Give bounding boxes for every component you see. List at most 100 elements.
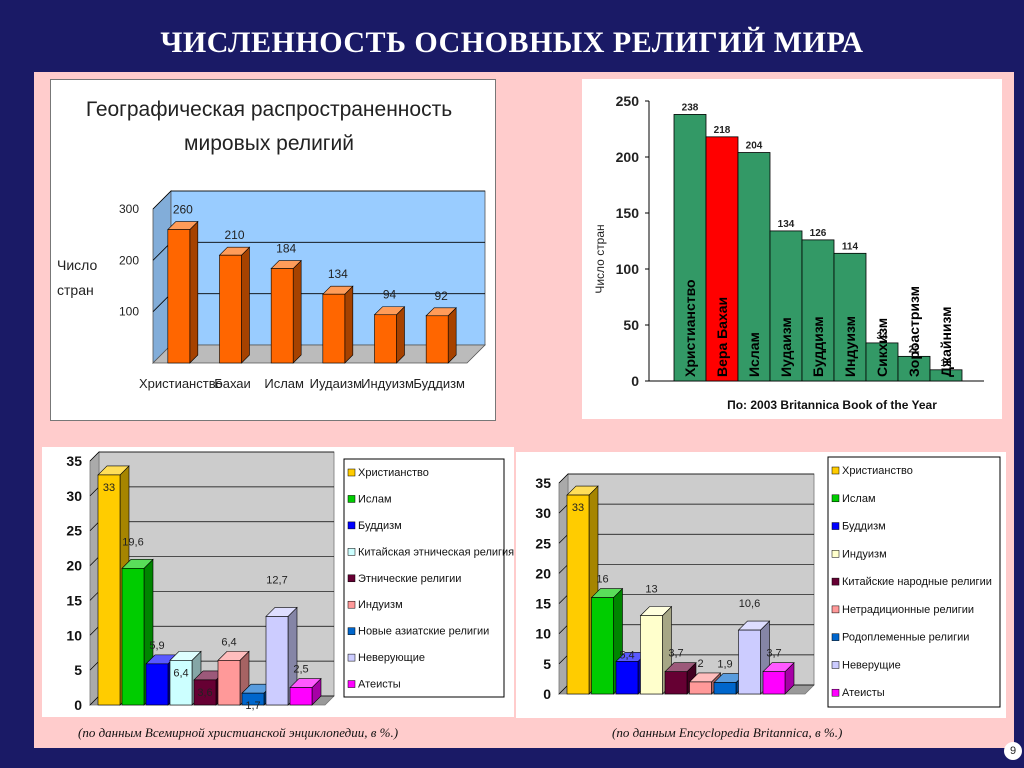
bar [145, 663, 169, 706]
data-label: 16 [596, 574, 608, 586]
gridline [89, 451, 334, 462]
legend-item-label: Китайская этническая религия [358, 546, 514, 558]
legend-swatch [347, 680, 356, 688]
legend-swatch [347, 468, 356, 477]
bar [121, 568, 145, 706]
bar-side [189, 220, 199, 364]
caption-left: (по данным Всемирной христианской энцикл… [78, 725, 399, 740]
y-tick-label: 300 [119, 202, 139, 216]
legend-item-label: Атеисты [842, 687, 885, 699]
data-label: 6,4 [221, 636, 236, 648]
y-tick-label: 0 [631, 373, 639, 389]
bar [322, 293, 346, 364]
bar-category-label: Индуизм [842, 316, 858, 377]
data-label: 10,6 [739, 598, 760, 610]
data-label: 34 [876, 331, 888, 342]
bar [897, 355, 931, 382]
gridline [152, 190, 485, 210]
data-label: 2,5 [293, 664, 308, 676]
data-label: 5,9 [149, 640, 164, 652]
y-tick-label: 50 [623, 317, 639, 333]
bar [97, 474, 121, 706]
chart-percent-left-svg: 0 5 10 15 20 25 30 35 33 19,6 5,9 6,4 3,6 6,4 1,7 12,7 2… [66, 451, 514, 713]
bar [673, 114, 707, 382]
legend-swatch [831, 466, 840, 475]
legend-item-label: Неверущие [842, 659, 901, 671]
legend-item-label: Этнические религии [358, 573, 461, 585]
bar [664, 671, 688, 695]
data-label: 6,4 [173, 667, 188, 679]
legend-box [827, 456, 1001, 708]
y-tick-label: 250 [616, 93, 640, 109]
bar [640, 615, 663, 695]
bar [865, 342, 899, 382]
y-tick-label: 35 [535, 475, 551, 491]
data-label: 204 [746, 141, 763, 152]
bar [425, 315, 449, 364]
x-category-label: Бахаи [214, 376, 251, 391]
y-axis-label: Число стран [593, 224, 607, 293]
bar-side [241, 246, 250, 364]
data-label: 134 [778, 219, 795, 230]
data-label: 33 [572, 502, 584, 514]
x-axis-label: По: 2003 Britannica Book of the Year [727, 398, 937, 412]
bar [167, 229, 191, 364]
legend-swatch [831, 633, 840, 641]
data-label: 10 [940, 358, 952, 369]
legend-item-label: Китайские народные религии [842, 576, 992, 588]
bar [193, 679, 217, 706]
legend-swatch [347, 574, 356, 583]
legend-swatch [831, 550, 840, 558]
bar [270, 268, 294, 364]
y-axis-label-line-1: Число [57, 257, 97, 273]
page-number: 9 [1004, 742, 1022, 760]
legend-swatch [831, 494, 840, 503]
chart-left-wall [558, 473, 569, 695]
data-label: 1,7 [245, 700, 260, 712]
data-label: 238 [682, 102, 699, 113]
chart-title-line-2: мировых религий [184, 132, 354, 155]
chart-left-wall [89, 451, 100, 706]
bar [737, 152, 771, 382]
legend-swatch [347, 548, 356, 556]
data-label: 19,6 [122, 536, 143, 548]
legend-swatch [347, 495, 356, 503]
y-tick-label: 0 [74, 697, 82, 713]
data-label: 33 [103, 482, 115, 494]
data-label: 92 [434, 289, 448, 303]
legend-swatch [831, 605, 840, 614]
legend-swatch [831, 522, 840, 530]
legend-item-label: Буддизм [358, 520, 402, 532]
y-tick-label: 10 [66, 627, 82, 643]
legend-item-label: Христианство [842, 465, 913, 477]
y-tick-label: 35 [66, 453, 82, 469]
y-tick-label: 5 [543, 656, 551, 672]
y-tick-label: 15 [66, 592, 82, 608]
bar [833, 252, 867, 382]
x-category-label: Христианство [139, 376, 223, 391]
bar-side [344, 285, 354, 364]
y-tick-label: 5 [74, 662, 82, 678]
data-label: 94 [383, 288, 397, 302]
bar [566, 494, 590, 695]
data-label: 184 [276, 242, 296, 256]
chart-britannica-percent: 0 5 10 15 20 25 30 35 33 16 5,4 13 3,7 2 1,9 10,6 3,7 Хри… [516, 452, 1006, 718]
legend-item-label: Неверующие [358, 652, 425, 664]
bar [689, 681, 712, 695]
y-tick-label: 0 [543, 686, 551, 702]
legend-item-label: Ислам [358, 493, 392, 505]
bar-category-label: Ислам [746, 332, 762, 377]
y-tick-label: 15 [535, 596, 551, 612]
chart-title-line-1: Географическая распространенность [86, 98, 452, 121]
data-label: 114 [842, 241, 859, 252]
data-label: 260 [173, 203, 193, 217]
data-label: 2 [697, 658, 703, 670]
bar [762, 671, 786, 695]
chart-christian-encyclopedia-percent: 0 5 10 15 20 25 30 35 33 19,6 5,9 6,4 3,6 6,4 1,7 12,7 2… [42, 447, 514, 717]
chart-geographic-spread: Географическая распространенность мировых… [50, 79, 496, 421]
legend-item-label: Атеисты [358, 679, 401, 691]
data-label: 13 [645, 584, 657, 596]
bar [265, 616, 289, 706]
bar-category-label: Зороастризм [906, 286, 922, 377]
y-tick-label: 30 [535, 505, 551, 521]
